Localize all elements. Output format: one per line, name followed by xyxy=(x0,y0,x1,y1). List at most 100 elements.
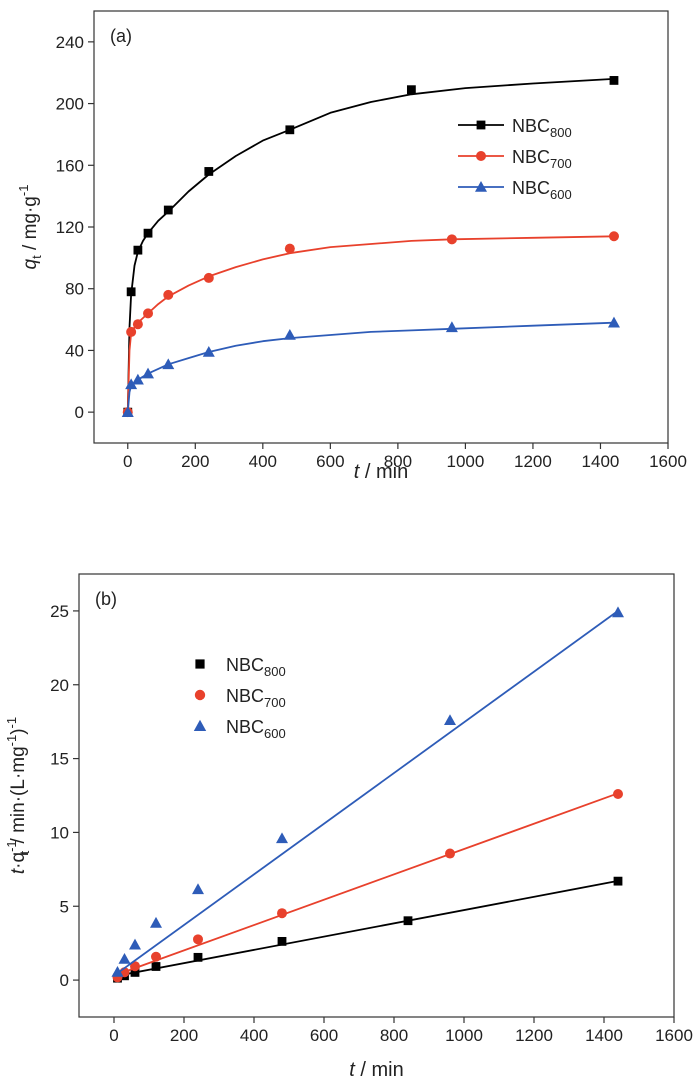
data-point xyxy=(613,876,623,886)
x-tick-label: 1200 xyxy=(515,1026,553,1045)
legend-label: NBC800 xyxy=(512,116,572,140)
series-700 xyxy=(112,789,623,983)
data-point xyxy=(126,287,136,297)
data-point xyxy=(608,231,619,242)
data-point xyxy=(131,373,144,385)
series-700 xyxy=(122,231,619,418)
legend-item-700: NBC700 xyxy=(458,147,572,171)
legend-marker xyxy=(195,659,205,669)
fit-line xyxy=(113,880,619,978)
y-tick-label: 15 xyxy=(50,750,69,769)
x-tick-label: 1400 xyxy=(582,452,620,471)
data-point xyxy=(612,606,624,618)
data-point xyxy=(118,952,131,964)
data-point xyxy=(130,968,140,977)
data-point xyxy=(607,316,620,328)
fit-line xyxy=(126,321,615,413)
y-tick-label: 25 xyxy=(50,602,69,621)
x-axis-label: t / min xyxy=(354,461,408,483)
legend-label: NBC800 xyxy=(226,655,286,679)
data-point xyxy=(403,916,413,926)
panel-label: (a) xyxy=(110,26,132,46)
x-tick-label: 1000 xyxy=(445,1026,483,1045)
y-tick-label: 0 xyxy=(75,403,84,422)
legend-item-800: NBC800 xyxy=(195,655,286,679)
legend-item-600: NBC600 xyxy=(193,717,286,741)
data-point xyxy=(609,76,619,85)
data-point xyxy=(151,962,161,971)
x-tick-label: 0 xyxy=(123,452,132,471)
x-tick-label: 200 xyxy=(170,1026,198,1045)
legend-label: NBC600 xyxy=(512,178,572,202)
data-point xyxy=(444,714,456,725)
data-point xyxy=(132,319,143,330)
x-tick-label: 1000 xyxy=(446,452,484,471)
chart-panel-a: 0 200 400 600 800 1000 1200 1400 1600 0 40 80 120 160… xyxy=(16,10,687,483)
y-tick-label: 80 xyxy=(65,280,84,299)
data-point xyxy=(406,85,416,95)
series-800 xyxy=(113,876,623,983)
legend-marker xyxy=(476,120,486,130)
x-tick-label: 1600 xyxy=(649,452,687,471)
plot-frame xyxy=(93,10,669,444)
legend-marker xyxy=(476,151,486,161)
data-point xyxy=(193,952,203,962)
series-600 xyxy=(121,316,620,417)
data-point xyxy=(284,243,295,254)
series-600 xyxy=(111,606,624,977)
data-point xyxy=(129,938,141,950)
data-point xyxy=(613,789,623,800)
data-point xyxy=(446,234,457,245)
y-tick-label: 240 xyxy=(56,33,84,52)
data-point xyxy=(163,289,174,300)
y-tick-label: 40 xyxy=(65,341,84,360)
fit-line xyxy=(126,235,615,413)
y-tick-label: 10 xyxy=(50,823,69,842)
y-tick-label: 0 xyxy=(60,971,69,990)
data-point xyxy=(143,308,154,319)
data-point xyxy=(142,367,155,379)
data-point xyxy=(163,205,173,215)
data-point xyxy=(162,358,175,370)
data-point xyxy=(203,272,214,283)
x-tick-label: 200 xyxy=(181,452,209,471)
fit-line xyxy=(113,792,619,977)
x-tick-label: 600 xyxy=(310,1026,338,1045)
y-tick-label: 20 xyxy=(50,676,69,695)
legend-item-600: NBC600 xyxy=(458,178,572,202)
legend-marker xyxy=(194,689,206,701)
legend-label: NBC600 xyxy=(226,717,286,741)
legend-marker xyxy=(193,719,207,731)
y-axis-label: t·q-1t / min·(L·mg-1)-1 xyxy=(4,717,32,874)
data-point xyxy=(285,125,295,135)
data-point xyxy=(151,951,161,962)
x-tick-label: 1200 xyxy=(514,452,552,471)
legend: NBC800 NBC700 NBC600 xyxy=(193,655,286,741)
x-tick-label: 800 xyxy=(380,1026,408,1045)
data-point xyxy=(277,908,287,919)
data-point xyxy=(204,167,214,176)
fit-line xyxy=(113,610,619,977)
legend-label: NBC700 xyxy=(512,147,572,171)
data-point xyxy=(276,832,288,844)
data-point xyxy=(143,228,153,238)
x-tick-label: 400 xyxy=(240,1026,268,1045)
data-point xyxy=(445,321,458,333)
plot-frame xyxy=(78,573,675,1018)
y-tick-label: 5 xyxy=(60,897,69,916)
data-point xyxy=(202,345,215,357)
x-tick-label: 1400 xyxy=(585,1026,623,1045)
data-point xyxy=(445,848,455,859)
data-point xyxy=(283,329,296,340)
x-tick-label: 400 xyxy=(249,452,277,471)
data-point xyxy=(277,936,287,946)
x-tick-label: 600 xyxy=(316,452,344,471)
panel-label: (b) xyxy=(95,589,117,609)
chart-panel-b: 0 200 400 600 800 1000 1200 1400 1600 0 5 10 15 20 25 (… xyxy=(4,573,693,1081)
data-point xyxy=(150,916,162,928)
data-point xyxy=(133,245,143,255)
legend-item-700: NBC700 xyxy=(194,686,286,710)
legend-marker xyxy=(475,181,487,192)
data-point xyxy=(126,326,137,337)
